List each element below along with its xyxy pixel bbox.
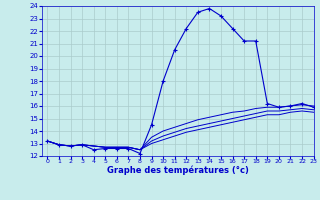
X-axis label: Graphe des températures (°c): Graphe des températures (°c) <box>107 166 249 175</box>
